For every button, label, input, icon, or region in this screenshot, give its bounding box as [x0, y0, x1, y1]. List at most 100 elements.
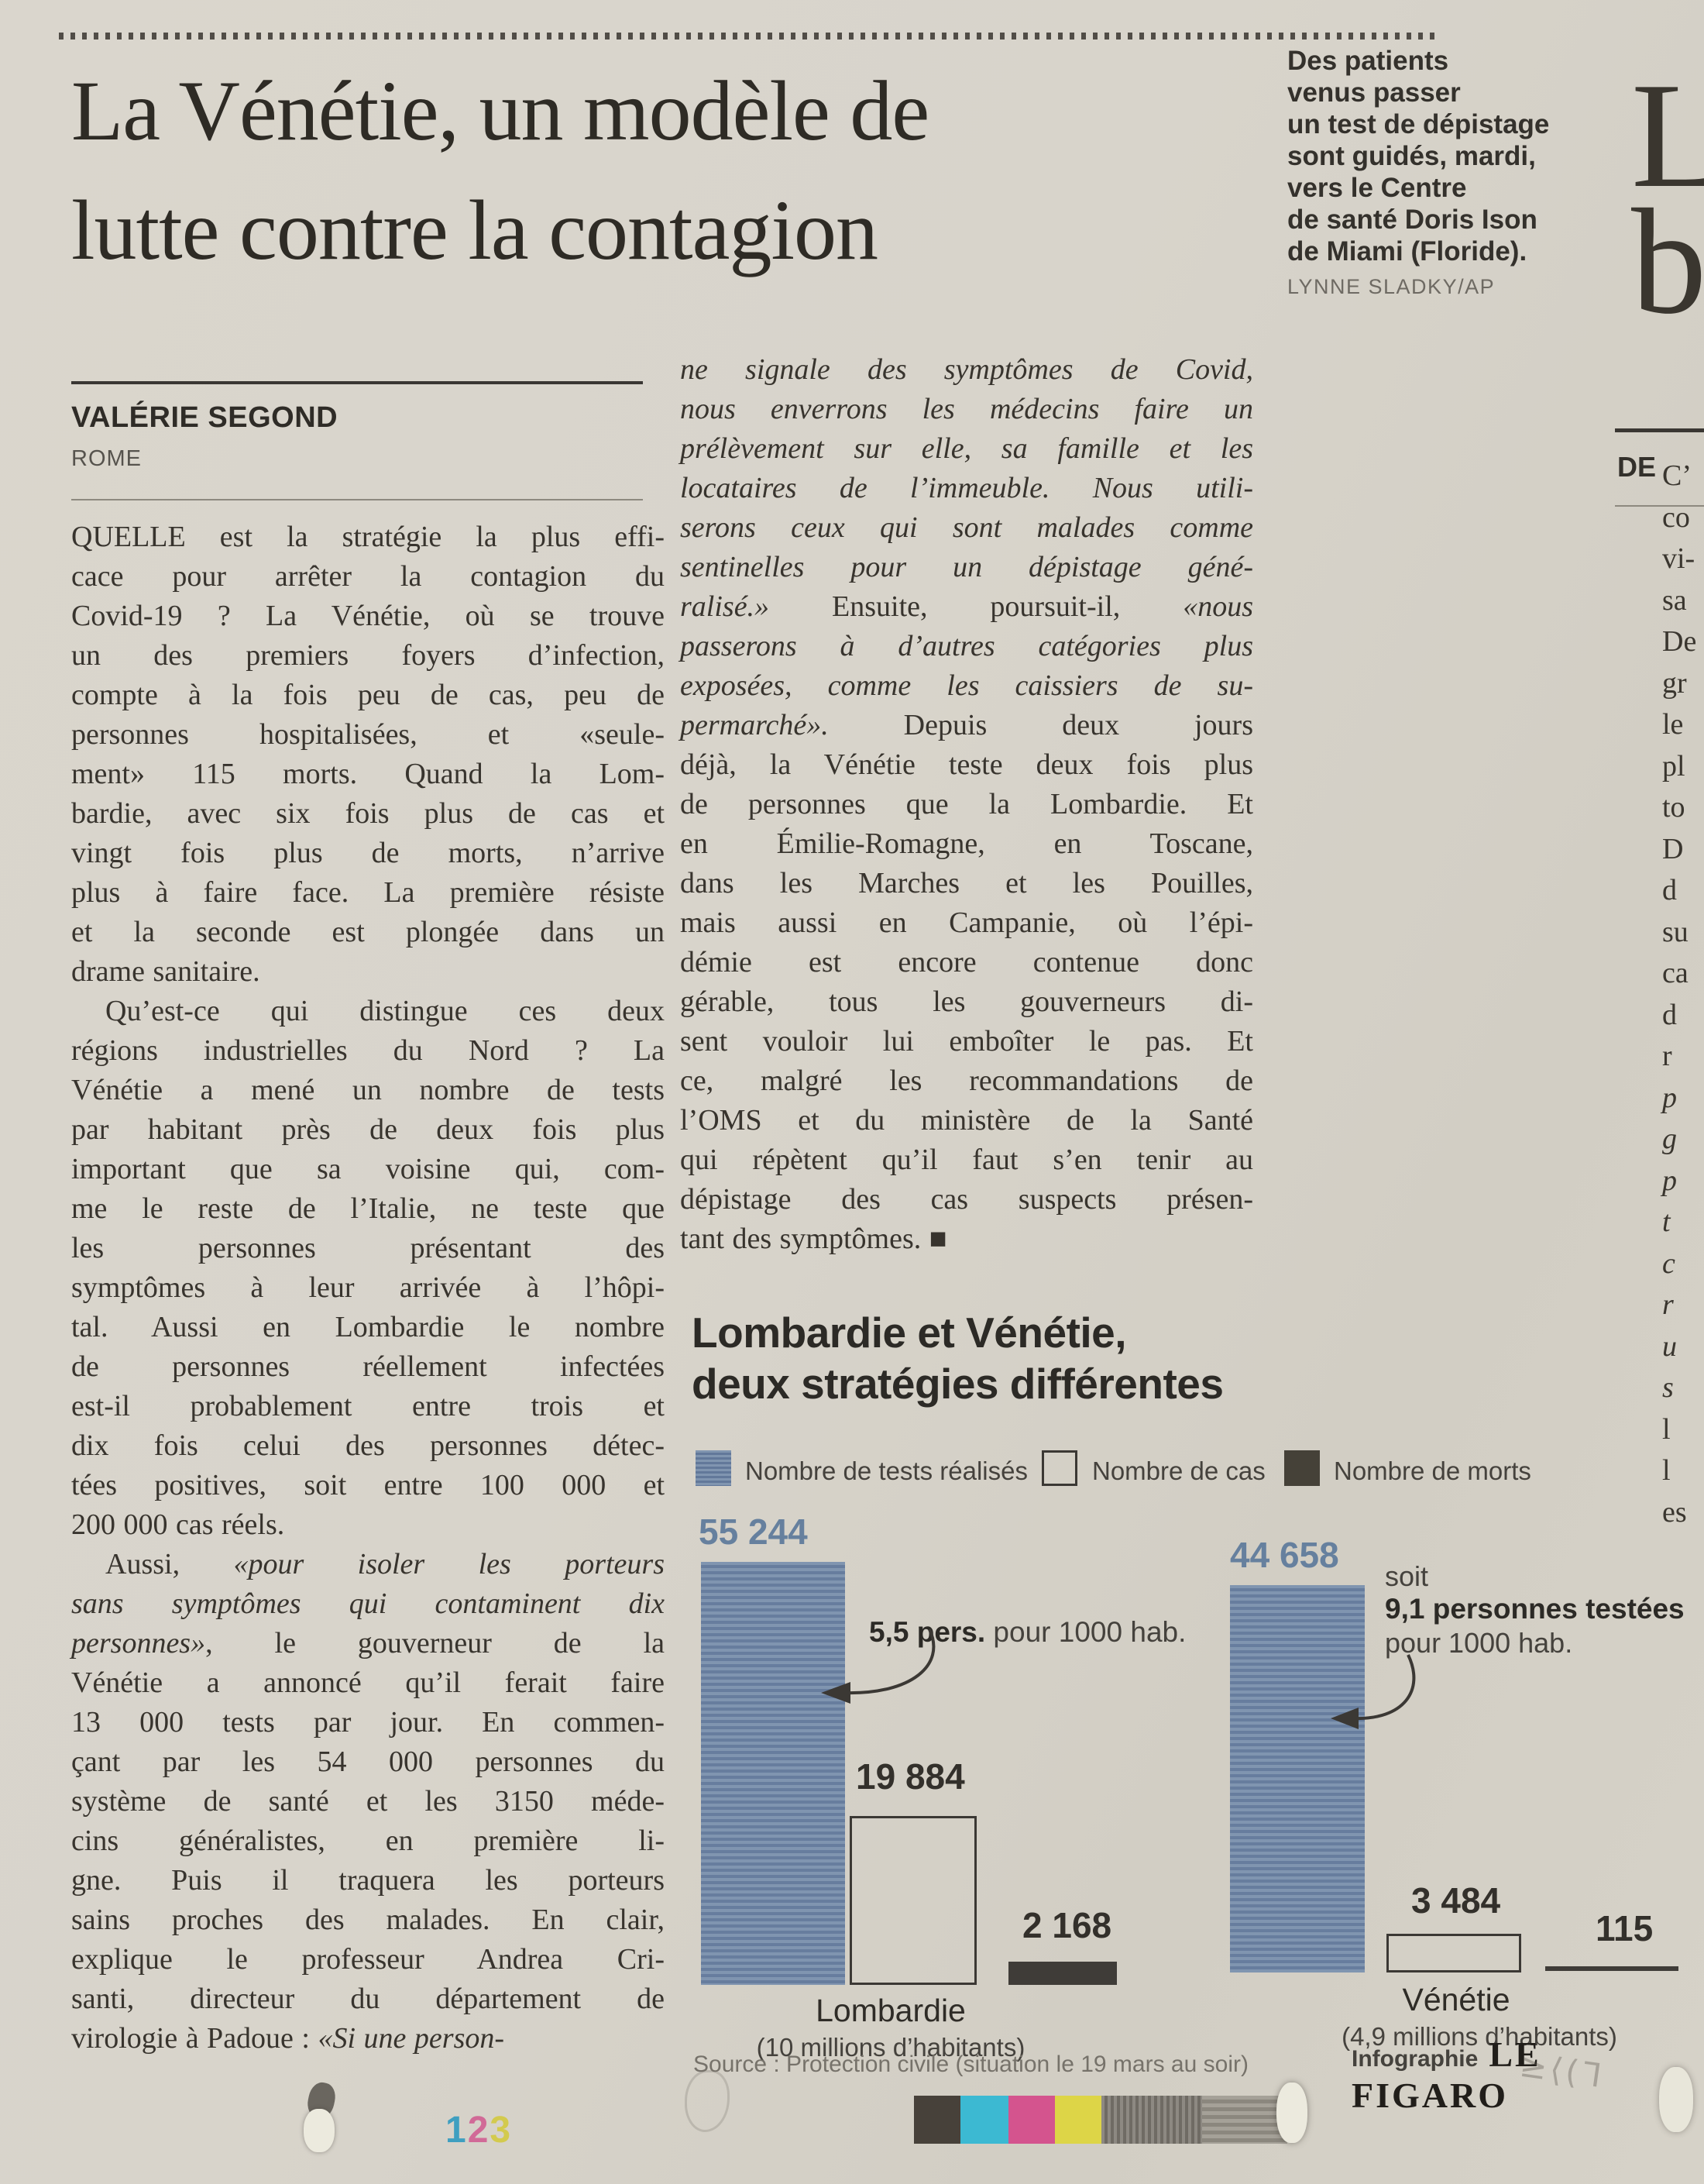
- bar-deaths-venetie: [1545, 1966, 1678, 1971]
- adjacent-kicker: DE: [1617, 451, 1657, 483]
- text-segment: «nous: [1183, 590, 1253, 623]
- text-segment: Ensuite, poursuit-il,: [769, 590, 1184, 623]
- text-line: important que sa voisine qui, com-: [71, 1153, 665, 1185]
- text-line: u: [1662, 1329, 1677, 1363]
- caption-line: sont guidés, mardi,: [1287, 141, 1536, 171]
- text-line: QUELLE est la stratégie la plus effi-: [71, 521, 665, 553]
- text-line: bardie, avec six fois plus de cas et: [71, 797, 665, 830]
- text-line: nous enverrons les médecins faire un: [680, 393, 1253, 425]
- text-line: çant par les 54 000 personnes du: [71, 1745, 665, 1778]
- le-figaro-logo: LE FIGARO: [1352, 2034, 1541, 2115]
- text-line: gne. Puis il traquera les porteurs: [71, 1864, 665, 1897]
- chart-source: Source : Protection civile (situation le…: [693, 2052, 1249, 2077]
- adjacent-rule: [1615, 505, 1704, 507]
- text-line: virologie à Padoue : «Si une person-: [71, 2019, 665, 2058]
- paper-tear-mark: [1276, 2083, 1307, 2143]
- text-line: un des premiers foyers d’infection,: [71, 639, 665, 672]
- text-line: t: [1662, 1205, 1671, 1238]
- text-line: explique le professeur Andrea Cri-: [71, 1943, 665, 1976]
- text-line: ne signale des symptômes de Covid,: [680, 353, 1253, 386]
- text-segment: personnes»: [71, 1627, 206, 1659]
- caption-line: de Miami (Floride).: [1287, 236, 1527, 267]
- text-line: le: [1662, 708, 1684, 741]
- text-line: r: [1662, 1040, 1672, 1072]
- chart-title-line-1: Lombardie et Vénétie,: [692, 1309, 1127, 1357]
- bar-tests-lombardie: [701, 1562, 845, 1985]
- text-line: personnes hospitalisées, et «seule-: [71, 718, 665, 751]
- legend-label-deaths: Nombre de morts: [1334, 1457, 1531, 1485]
- value-label-deaths-venetie: 115: [1596, 1908, 1654, 1948]
- chart-credit: Infographie LE FIGARO: [1352, 2034, 1704, 2116]
- text-line: compte à la fois peu de cas, peu de: [71, 679, 665, 711]
- text-line: me le reste de l’Italie, ne teste que: [71, 1192, 665, 1225]
- text-line: de personnes que la Lombardie. Et: [680, 788, 1253, 820]
- category-note-lombardie: (10 millions d’habitants): [756, 2033, 1025, 2062]
- text-line: tal. Aussi en Lombardie le nombre: [71, 1311, 665, 1343]
- text-line: p: [1662, 1164, 1677, 1197]
- text-line: sa: [1662, 583, 1687, 617]
- text-line: s: [1662, 1371, 1674, 1404]
- legend-label-cases: Nombre de cas: [1092, 1457, 1266, 1485]
- text-line: su: [1662, 915, 1689, 948]
- text-line: d: [1662, 874, 1677, 906]
- text-line: co: [1662, 500, 1690, 534]
- text-line: Vénétie a mené un nombre de tests: [71, 1074, 665, 1106]
- text-segment: Depuis deux jours: [828, 709, 1253, 741]
- caption-line: vers le Centre: [1287, 173, 1467, 203]
- text-line: c: [1662, 1247, 1675, 1280]
- text-line: locataires de l’immeuble. Nous utili-: [680, 472, 1253, 504]
- bar-cases-lombardie: [850, 1816, 977, 1985]
- byline-rule: [71, 381, 643, 384]
- text-line: drame sanitaire.: [71, 955, 260, 988]
- text-line: pl: [1662, 749, 1685, 782]
- text-line: l: [1662, 1454, 1671, 1487]
- text-line: serons ceux qui sont malades comme: [680, 511, 1253, 544]
- photo-credit: LYNNE SLADKY/AP: [1287, 275, 1496, 298]
- text-line: g: [1662, 1123, 1677, 1155]
- text-line: vi-: [1662, 542, 1695, 575]
- annotation-rest: pour 1000 hab.: [985, 1616, 1187, 1648]
- text-line: dans les Marches et les Pouilles,: [680, 867, 1253, 899]
- text-line: d: [1662, 998, 1677, 1031]
- value-label-deaths-lombardie: 2 168: [1022, 1905, 1112, 1945]
- category-label-lombardie: Lombardie: [816, 1993, 966, 2028]
- category-note-venetie: (4,9 millions d’habitants): [1342, 2022, 1617, 2051]
- text-line: ment» 115 morts. Quand la Lom-: [71, 758, 665, 790]
- curved-arrow-icon: [1331, 1654, 1416, 1729]
- text-line: tant des symptômes. ■: [680, 1223, 947, 1255]
- byline-rule: [71, 499, 643, 500]
- text-line: es: [1662, 1495, 1687, 1529]
- annotation-lombardie: 5,5 pers. pour 1000 hab.: [869, 1616, 1186, 1649]
- paper-tear-mark: [1659, 2067, 1693, 2132]
- text-line: passerons à d’autres catégories plus: [680, 630, 1253, 662]
- annotation-bold: 9,1 personnes testées: [1385, 1593, 1685, 1625]
- body-column-2: ne signale des symptômes de Covid, nous e…: [680, 350, 1253, 1259]
- text-line: to: [1662, 791, 1685, 824]
- headline-line-2: lutte contre la contagion: [71, 183, 878, 277]
- text-line: en Émilie-Romagne, en Toscane,: [680, 827, 1253, 860]
- text-line: santi, directeur du département de: [71, 1983, 665, 2015]
- text-line: qui répètent qu’il faut s’en tenir au: [680, 1144, 1253, 1176]
- annotation-venetie-rest: pour 1000 hab.: [1385, 1627, 1573, 1659]
- caption-line: un test de dépistage: [1287, 109, 1550, 139]
- calibration-black: [914, 2096, 960, 2144]
- text-line: Vénétie a annoncé qu’il ferait faire: [71, 1666, 665, 1699]
- text-line: dix fois celui des personnes détec-: [71, 1429, 665, 1462]
- text-line: gérable, tous les gouverneurs di-: [680, 985, 1253, 1018]
- caption-line: Des patients: [1287, 46, 1449, 76]
- text-line: Covid-19 ? La Vénétie, où se trouve: [71, 600, 665, 632]
- curved-arrow-icon: [821, 1629, 936, 1704]
- text-line: Qu’est-ce qui distingue ces deux: [105, 995, 665, 1027]
- text-line: personnes», le gouverneur de la: [71, 1624, 665, 1663]
- text-line: sans symptômes qui contaminent dix: [71, 1587, 665, 1620]
- text-line: tées positives, soit entre 100 000 et: [71, 1469, 665, 1501]
- text-line: permarché». Depuis deux jours: [680, 706, 1253, 745]
- text-line: ce, malgré les recommandations de: [680, 1064, 1253, 1097]
- text-line: démie est encore contenue donc: [680, 946, 1253, 979]
- calibration-magenta: [1008, 2096, 1055, 2144]
- smudge-mark: [685, 2070, 730, 2132]
- text-line: exposées, comme les caissiers de su-: [680, 669, 1253, 702]
- bar-tests-venetie: [1230, 1585, 1365, 1972]
- text-line: gr: [1662, 666, 1687, 700]
